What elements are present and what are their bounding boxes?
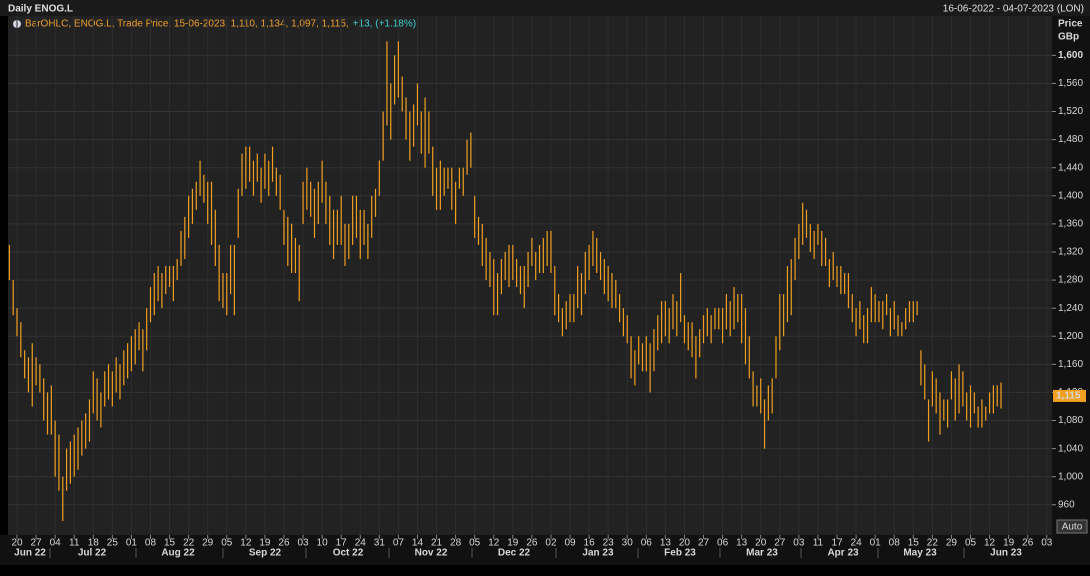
y-tick-label: 1,240 — [1058, 303, 1083, 314]
legend-change: +13, (+1.18%) — [353, 19, 416, 30]
x-tick-label: 29 — [202, 538, 214, 549]
x-tick-label: 20 — [679, 538, 691, 549]
x-tick-label: 05 — [469, 538, 481, 549]
auto-label[interactable]: Auto — [1062, 522, 1083, 533]
x-tick-label: 16 — [584, 538, 596, 549]
x-tick-label: 26 — [278, 538, 290, 549]
y-tick-label: 1,600 — [1058, 50, 1083, 61]
x-tick-label: 07 — [393, 538, 405, 549]
x-tick-label: 19 — [1003, 538, 1015, 549]
y-tick-label: 1,040 — [1058, 443, 1083, 454]
x-tick-label: 03 — [793, 538, 805, 549]
x-tick-label: 04 — [50, 538, 62, 549]
x-tick-label: 08 — [145, 538, 157, 549]
last-price-label: 1,115 — [1056, 391, 1081, 402]
chart-title: Daily ENOG.L — [8, 4, 73, 15]
x-tick-label: 13 — [736, 538, 748, 549]
month-label: Sep 22 — [249, 548, 282, 559]
month-label: Jul 22 — [78, 548, 107, 559]
x-tick-label: 11 — [813, 538, 824, 549]
x-tick-label: 26 — [526, 538, 538, 549]
x-tick-label: 20 — [755, 538, 767, 549]
x-tick-label: 26 — [1022, 538, 1034, 549]
x-tick-label: 20 — [11, 538, 23, 549]
x-tick-label: 14 — [412, 538, 424, 549]
x-tick-label: 10 — [317, 538, 329, 549]
y-tick-label: 1,520 — [1058, 106, 1083, 117]
x-tick-label: 22 — [927, 538, 939, 549]
y-tick-label: 1,160 — [1058, 359, 1083, 370]
x-tick-label: 12 — [240, 538, 252, 549]
y-tick-label: 1,080 — [1058, 415, 1083, 426]
y-tick-label: 1,280 — [1058, 275, 1083, 286]
month-label: Jun 22 — [14, 548, 46, 559]
x-tick-label: 09 — [564, 538, 576, 549]
header-bar — [0, 0, 1090, 16]
x-tick-label: 31 — [374, 538, 386, 549]
month-label: Apr 23 — [827, 548, 859, 559]
x-tick-label: 25 — [107, 538, 119, 549]
last-price-box — [1053, 389, 1086, 402]
x-tick-label: 01 — [870, 538, 882, 549]
x-tick-label: 30 — [622, 538, 634, 549]
x-tick-label: 27 — [774, 538, 786, 549]
y-tick-label: 1,440 — [1058, 162, 1083, 173]
y-axis-area — [1052, 16, 1090, 535]
y-tick-label: 1,400 — [1058, 190, 1083, 201]
month-label: Jun 23 — [990, 548, 1022, 559]
x-tick-label: 05 — [221, 538, 233, 549]
x-tick-label: 15 — [908, 538, 920, 549]
x-tick-label: 29 — [946, 538, 958, 549]
axis-unit: GBp — [1058, 32, 1079, 43]
auto-button[interactable] — [1056, 519, 1088, 534]
month-label: Dec 22 — [498, 548, 531, 559]
month-label: Feb 23 — [664, 548, 696, 559]
x-tick-label: 06 — [641, 538, 653, 549]
x-tick-label: 19 — [507, 538, 519, 549]
x-tick-label: 24 — [851, 538, 863, 549]
x-axis-area — [0, 535, 1090, 565]
x-tick-label: 21 — [431, 538, 443, 549]
month-label: Mar 23 — [746, 548, 778, 559]
y-tick-label: 1,000 — [1058, 471, 1083, 482]
month-label: May 23 — [903, 548, 937, 559]
axis-title: Price — [1058, 19, 1083, 30]
x-tick-label: 13 — [660, 538, 672, 549]
x-tick-label: 27 — [31, 538, 43, 549]
x-tick-label: 17 — [831, 538, 843, 549]
y-tick-label: 1,200 — [1058, 331, 1083, 342]
x-tick-label: 24 — [355, 538, 367, 549]
x-tick-label: 15 — [164, 538, 176, 549]
x-tick-label: 27 — [698, 538, 710, 549]
month-label: Oct 22 — [333, 548, 364, 559]
y-tick-label: 1,320 — [1058, 247, 1083, 258]
y-tick-label: 1,560 — [1058, 78, 1083, 89]
x-tick-label: 23 — [603, 538, 615, 549]
x-tick-label: 19 — [259, 538, 271, 549]
x-tick-label: 12 — [488, 538, 500, 549]
x-tick-label: 08 — [889, 538, 901, 549]
y-tick-label: 1,360 — [1058, 219, 1083, 230]
x-tick-label: 18 — [88, 538, 100, 549]
legend-text: BarOHLC, ENOG.L, Trade Price, 15-06-2023… — [25, 19, 349, 30]
x-tick-label: 05 — [965, 538, 977, 549]
y-tick-label: 1,480 — [1058, 134, 1083, 145]
x-tick-label: 17 — [336, 538, 348, 549]
x-tick-label: 02 — [545, 538, 557, 549]
month-label: Jan 23 — [582, 548, 614, 559]
x-tick-label: 03 — [1041, 538, 1053, 549]
x-tick-label: 12 — [984, 538, 996, 549]
date-range: 16-06-2022 - 04-07-2023 (LON) — [943, 4, 1084, 15]
x-tick-label: 03 — [297, 538, 309, 549]
plot-area — [8, 16, 1052, 535]
x-tick-label: 06 — [717, 538, 729, 549]
y-tick-label: 960 — [1058, 499, 1075, 510]
x-tick-label: 28 — [450, 538, 462, 549]
x-tick-label: 11 — [69, 538, 80, 549]
month-label: Nov 22 — [415, 548, 448, 559]
x-tick-label: 22 — [183, 538, 195, 549]
x-tick-label: 01 — [126, 538, 138, 549]
month-label: Aug 22 — [161, 548, 195, 559]
